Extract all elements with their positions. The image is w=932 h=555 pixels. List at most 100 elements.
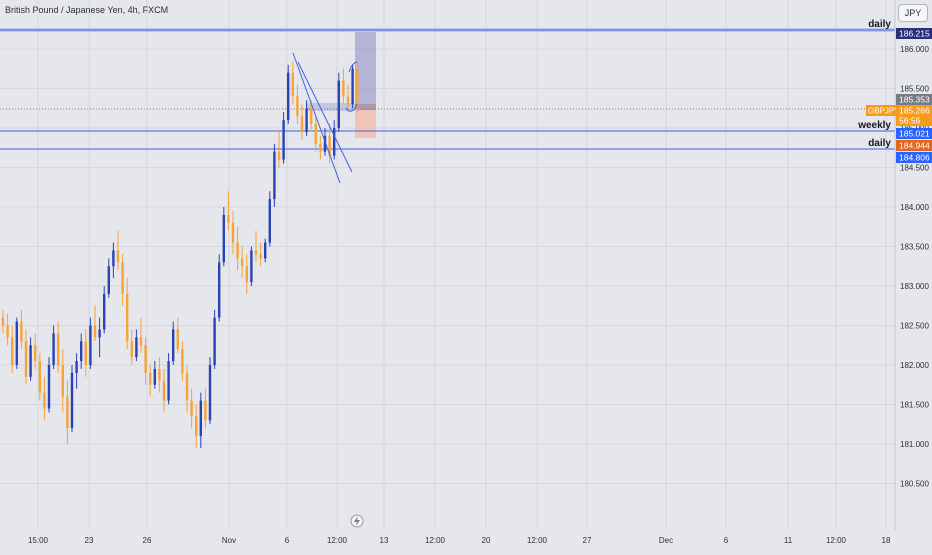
y-tick-label: 184.000 [900, 203, 929, 212]
candle-body [162, 380, 166, 401]
y-tick-label: 182.500 [900, 322, 929, 331]
channel-line-lower[interactable] [297, 61, 353, 173]
candle-body [116, 250, 120, 263]
candle-body [167, 361, 170, 401]
candle-body [218, 262, 221, 318]
candle-body [176, 329, 179, 350]
candle [333, 120, 336, 160]
price-axis-background [895, 0, 932, 550]
candle-body [29, 345, 32, 377]
time-axis-background [0, 530, 932, 550]
candle [241, 246, 244, 279]
badge-weekly-bg [896, 128, 932, 139]
candle [57, 321, 60, 373]
grid [0, 0, 895, 530]
y-tick-label: 181.000 [900, 440, 929, 449]
channel-line-upper[interactable] [292, 52, 341, 184]
candle [103, 286, 106, 334]
candle-body [291, 72, 294, 97]
candle [70, 365, 74, 433]
candle-body [250, 250, 253, 283]
candle-body [149, 372, 152, 385]
candle-body [259, 254, 262, 259]
x-tick-label: 6 [724, 536, 729, 545]
candle-body [300, 116, 304, 132]
candle-body [199, 400, 202, 437]
candle [282, 112, 285, 164]
x-tick-label: 13 [380, 536, 389, 545]
current-price-label: 185.266 [899, 106, 930, 116]
candle-body [333, 128, 336, 156]
x-tick-label: 12:00 [327, 536, 348, 545]
candle-body [296, 96, 299, 117]
candle [47, 357, 51, 413]
candle [264, 238, 267, 263]
y-tick-label: 185.500 [900, 85, 929, 94]
x-tick-label: 27 [583, 536, 592, 545]
candle-body [264, 242, 267, 259]
currency-badge[interactable]: JPY [898, 4, 928, 22]
candle [259, 242, 262, 267]
candle [310, 100, 313, 132]
candle [227, 191, 230, 231]
candle [305, 100, 308, 136]
candle [300, 104, 304, 140]
candle-body [1, 317, 5, 326]
candle-body [34, 345, 37, 362]
x-tick-label: 12:00 [425, 536, 446, 545]
candle [162, 368, 166, 413]
badge-daily-lower-bg [896, 152, 932, 163]
candle-body [254, 250, 258, 255]
lightning-icon-bolt [354, 516, 360, 526]
candle-body [204, 400, 207, 421]
candle-body [38, 361, 41, 393]
candle [291, 60, 294, 105]
y-tick-label: 183.000 [900, 282, 929, 291]
candle-body [268, 199, 271, 243]
candle [93, 305, 97, 342]
candle-body [236, 242, 239, 259]
trend-channel-drawings[interactable] [292, 52, 358, 184]
candle [107, 258, 110, 298]
candle-body [231, 222, 235, 243]
candle-body [153, 368, 156, 385]
y-tick-label: 180.500 [900, 480, 929, 489]
candle [38, 353, 41, 401]
candle-body [337, 80, 340, 128]
candle-body [135, 337, 138, 358]
candle-body [93, 325, 97, 338]
candle [273, 143, 276, 207]
candle [98, 317, 101, 358]
candle [80, 333, 83, 369]
candle [29, 337, 32, 381]
candle [208, 357, 212, 425]
candle-body [103, 293, 106, 330]
candle-body [342, 80, 345, 97]
candle-body [130, 341, 133, 358]
candle [218, 254, 221, 322]
candle-body [181, 349, 184, 373]
curve-arrow-bottom[interactable] [345, 103, 358, 112]
candle-body [323, 135, 327, 152]
x-tick-label: 6 [285, 536, 290, 545]
curve-arrow-top[interactable] [348, 61, 358, 73]
badge-weekly: 185.021 [899, 129, 930, 139]
candle [66, 380, 69, 444]
candle-body [121, 262, 124, 294]
candle-body [98, 329, 101, 338]
candle-body [70, 372, 74, 429]
candle [153, 361, 156, 389]
candle [89, 317, 92, 369]
x-tick-label: Nov [222, 536, 236, 545]
candle [245, 254, 248, 294]
lightning-icon[interactable] [350, 514, 364, 528]
price-levels[interactable]: daily weekly daily [0, 19, 895, 150]
candle [337, 72, 340, 132]
candle [356, 60, 359, 113]
candle-body [20, 321, 23, 342]
candle [319, 135, 322, 160]
candle [24, 329, 28, 385]
candle-body [213, 317, 216, 365]
